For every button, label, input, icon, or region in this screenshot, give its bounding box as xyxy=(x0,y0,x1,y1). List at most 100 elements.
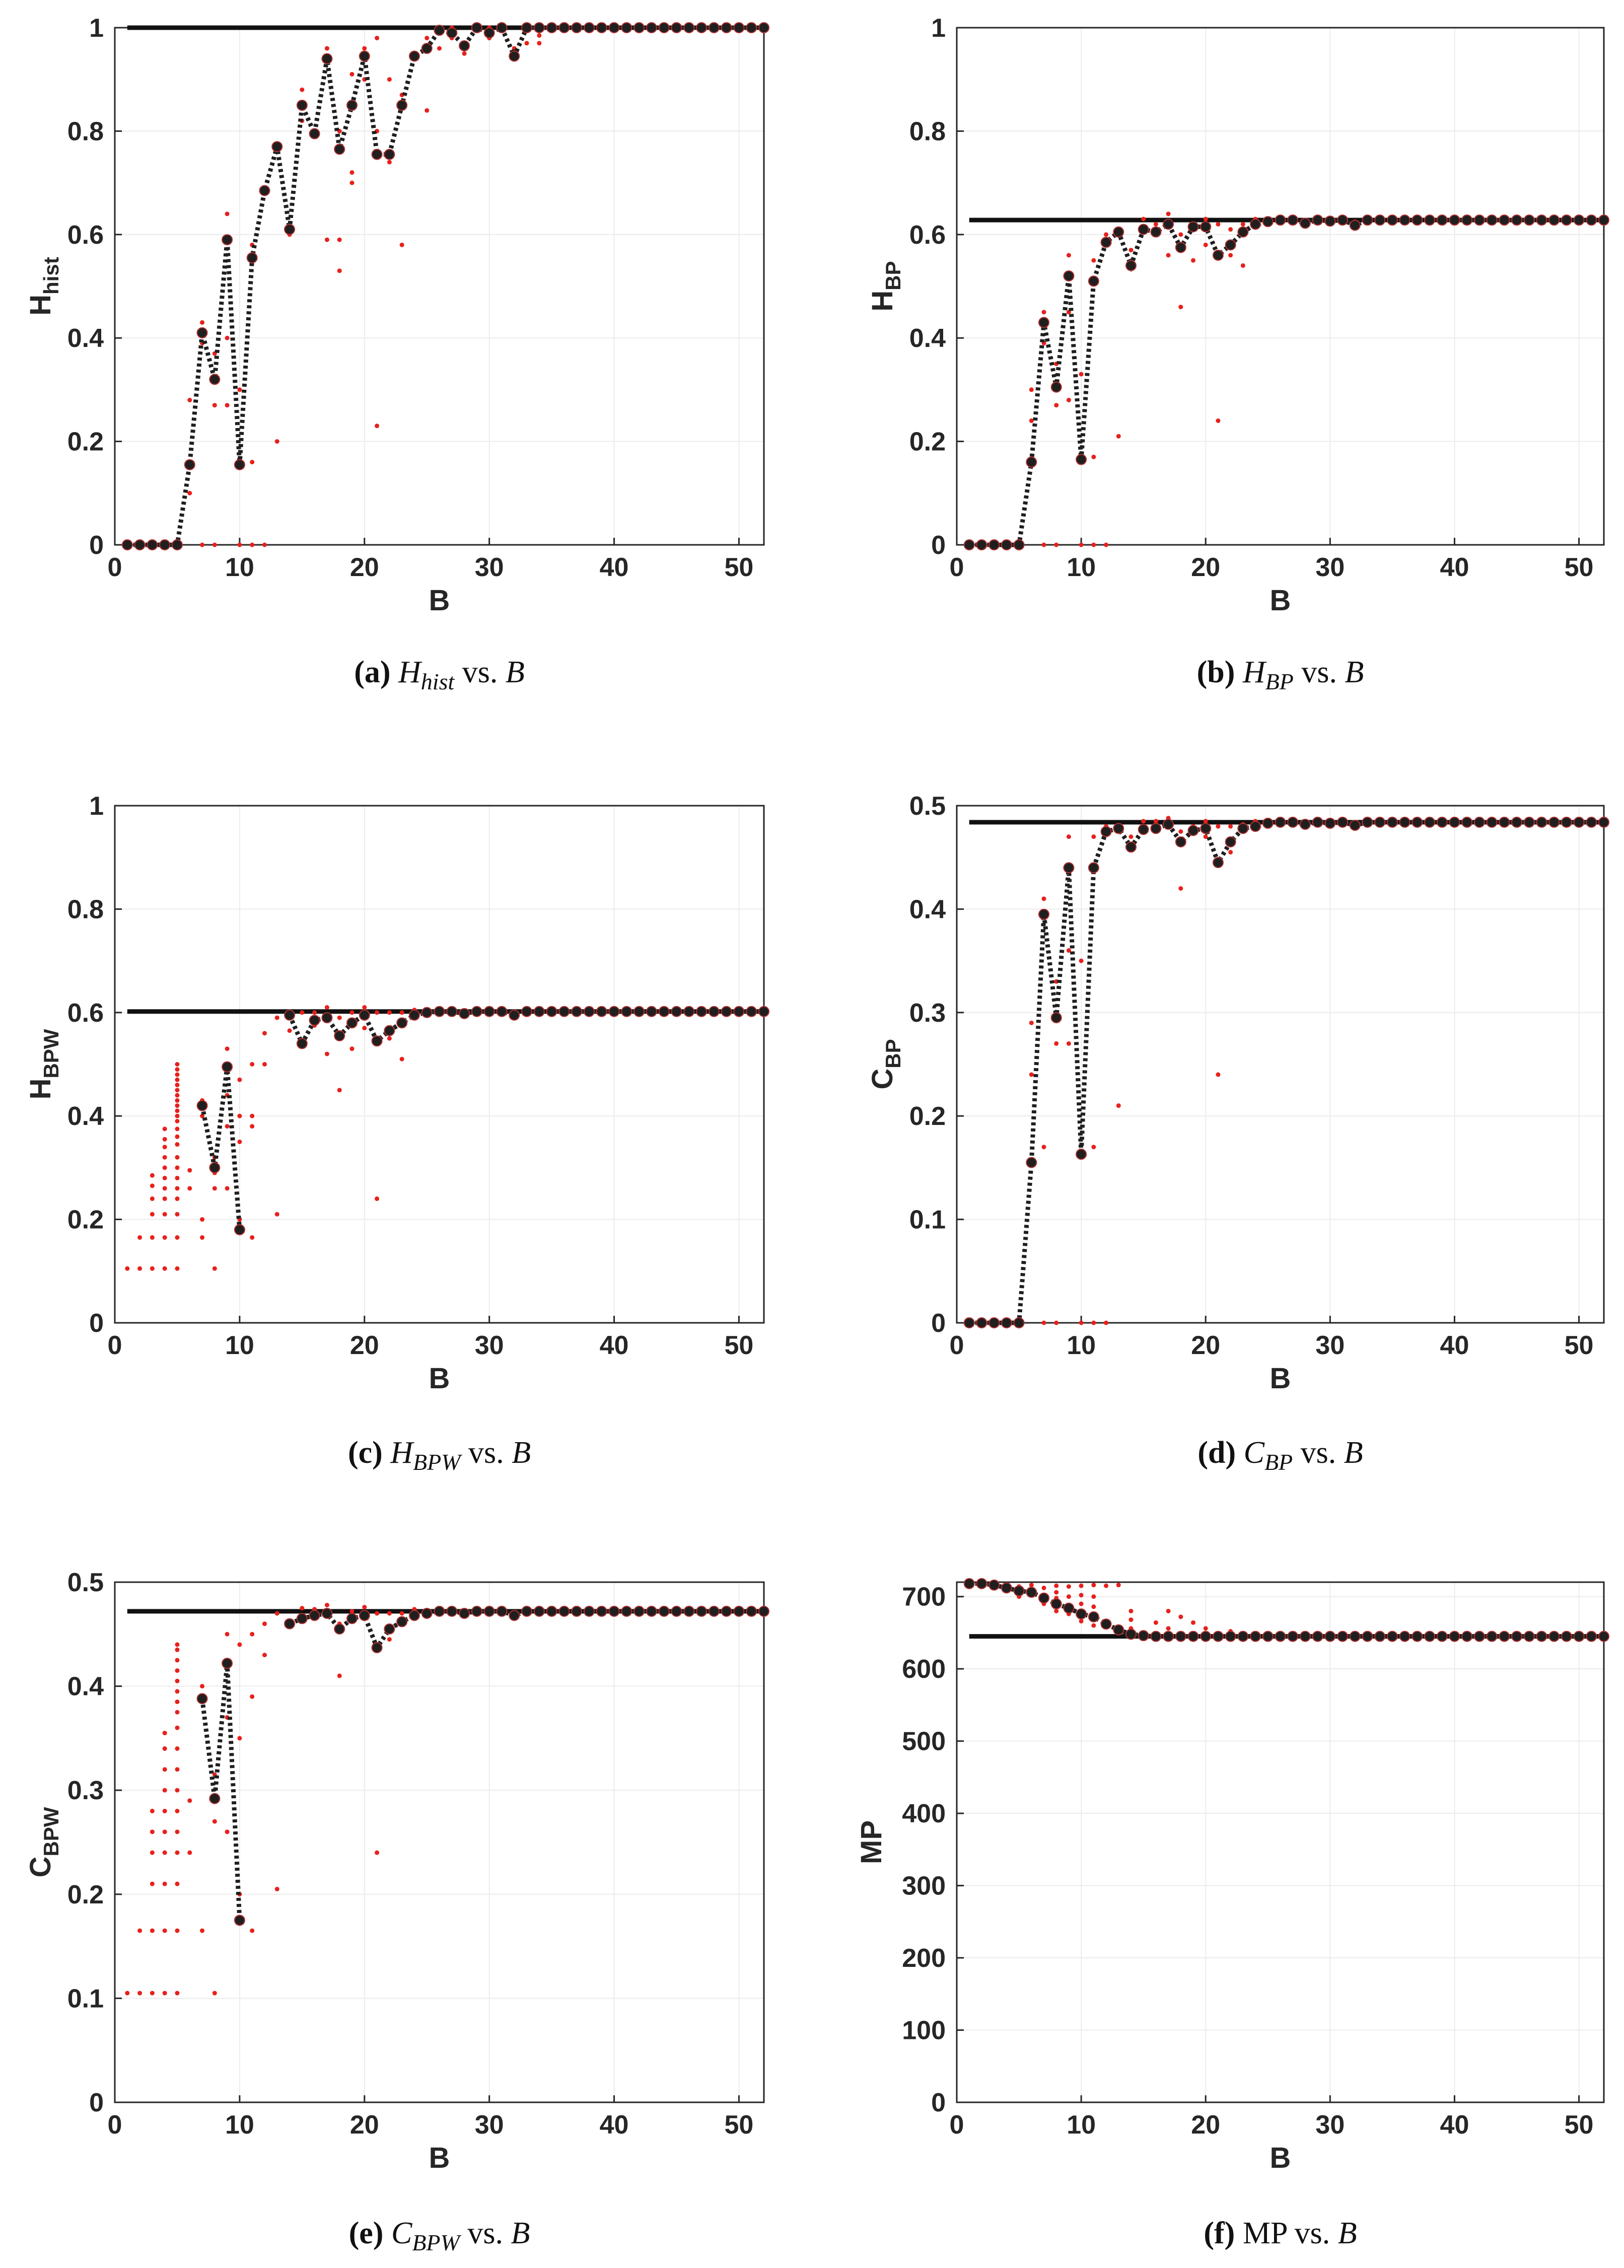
mean-point xyxy=(359,1009,370,1021)
panel-caption: (d) CBP vs. B xyxy=(1197,1436,1363,1475)
sample-point xyxy=(1203,819,1208,824)
sample-point xyxy=(175,1746,180,1751)
mean-point xyxy=(434,1605,445,1617)
x-tick-label: 40 xyxy=(600,553,629,582)
mean-point xyxy=(1337,215,1349,226)
sample-point xyxy=(237,387,242,392)
mean-point xyxy=(721,1605,732,1617)
mean-point xyxy=(521,1006,533,1017)
sample-point xyxy=(1091,1320,1096,1325)
mean-point xyxy=(646,1605,657,1617)
y-axis-label: CBP xyxy=(866,1039,905,1089)
mean-point xyxy=(1237,226,1249,238)
x-tick-label: 20 xyxy=(350,553,379,582)
x-tick-label: 50 xyxy=(725,1331,754,1360)
sample-point xyxy=(137,1991,143,1996)
y-axis-label: HBPW xyxy=(24,1029,63,1099)
sample-point xyxy=(1091,258,1096,263)
mean-point xyxy=(1511,816,1523,828)
mean-point xyxy=(459,1607,470,1619)
sample-point xyxy=(1240,263,1245,268)
mean-point xyxy=(1150,1631,1162,1642)
mean-point xyxy=(1523,215,1535,226)
y-tick-label: 1 xyxy=(89,792,104,821)
mean-point xyxy=(658,1605,670,1617)
mean-point xyxy=(1374,215,1386,226)
sample-point xyxy=(437,46,442,51)
sample-point xyxy=(250,1632,255,1637)
mean-point xyxy=(1225,239,1236,251)
sample-point xyxy=(1066,253,1071,258)
sample-point xyxy=(162,1767,167,1772)
mean-point xyxy=(408,1009,420,1021)
sample-point xyxy=(274,1611,279,1616)
sample-point xyxy=(349,1609,355,1614)
mean-point xyxy=(222,1061,233,1073)
mean-points xyxy=(963,816,1609,1328)
mean-point xyxy=(1262,817,1274,829)
mean-point xyxy=(1511,215,1523,226)
mean-point xyxy=(988,539,1000,550)
mean-point xyxy=(1200,823,1212,834)
mean-point xyxy=(1436,1631,1448,1642)
sample-point xyxy=(200,1217,205,1222)
x-tick-label: 10 xyxy=(1067,1331,1096,1360)
sample-point xyxy=(175,1642,180,1647)
mean-point xyxy=(222,234,233,246)
mean-point xyxy=(608,22,620,33)
mean-point xyxy=(1287,816,1299,828)
sample-point xyxy=(1116,434,1121,439)
x-tick-label: 20 xyxy=(1191,1331,1220,1360)
mean-point xyxy=(621,22,632,33)
mean-point xyxy=(1473,215,1485,226)
y-axis-label: HBP xyxy=(866,261,905,311)
mean-point xyxy=(1088,1611,1099,1622)
mean-point xyxy=(558,1006,570,1017)
mean-point xyxy=(1100,237,1112,248)
x-tick-label: 0 xyxy=(108,1331,122,1360)
mean-point xyxy=(1362,1631,1373,1642)
sample-point xyxy=(175,1689,180,1694)
sample-point xyxy=(1178,829,1183,834)
y-tick-label: 700 xyxy=(902,1583,946,1612)
sample-point xyxy=(225,403,230,408)
mean-point xyxy=(196,327,208,338)
mean-point xyxy=(1125,841,1137,853)
y-tick-label: 0.4 xyxy=(909,324,946,353)
sample-point xyxy=(150,1235,155,1240)
sample-point xyxy=(1029,1072,1034,1077)
mean-point xyxy=(234,459,245,470)
sample-point xyxy=(349,1010,355,1015)
mean-point xyxy=(1262,216,1274,228)
mean-point xyxy=(1212,1631,1224,1642)
sample-point xyxy=(175,1991,180,1996)
mean-point xyxy=(1175,242,1186,253)
sample-point xyxy=(262,1653,267,1658)
sample-point xyxy=(150,1183,155,1188)
mean-point xyxy=(558,22,570,33)
x-tick-label: 40 xyxy=(600,2110,629,2140)
sample-point xyxy=(162,1212,167,1217)
mean-points xyxy=(963,1578,1609,1642)
mean-point xyxy=(471,22,482,33)
mean-point xyxy=(583,1605,595,1617)
y-tick-label: 1 xyxy=(89,14,104,43)
sample-point xyxy=(1091,834,1096,839)
y-tick-label: 0.8 xyxy=(909,117,946,146)
mean-point xyxy=(321,1607,333,1619)
grid xyxy=(956,805,1604,1323)
sample-point xyxy=(162,1186,167,1191)
mean-point xyxy=(1523,1631,1535,1642)
mean-point xyxy=(1461,816,1473,828)
mean-point xyxy=(721,22,732,33)
sample-point xyxy=(1066,834,1071,839)
sample-point xyxy=(287,1028,292,1033)
mean-point xyxy=(1100,826,1112,837)
mean-point xyxy=(1324,1631,1336,1642)
panel-caption: (e) CBPW vs. B xyxy=(349,2216,530,2255)
sample-point xyxy=(162,1175,167,1180)
sample-point xyxy=(175,1850,180,1855)
y-tick-label: 600 xyxy=(902,1655,946,1684)
mean-point xyxy=(483,27,495,39)
mean-point xyxy=(1187,825,1199,836)
